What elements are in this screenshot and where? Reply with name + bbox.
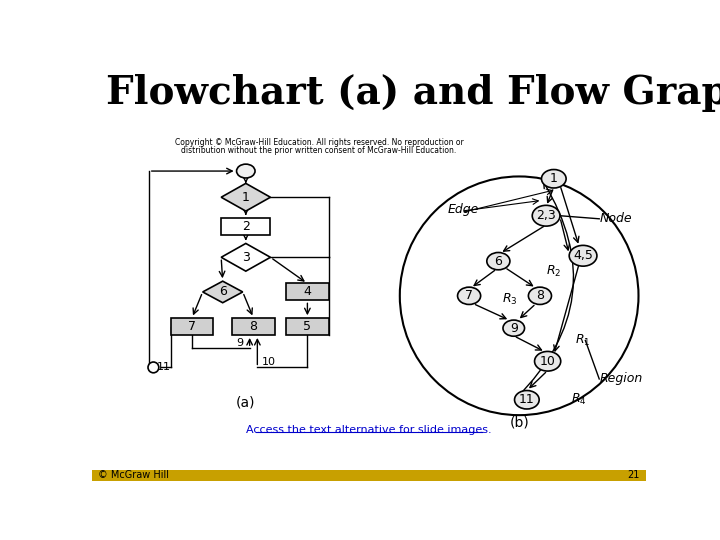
Bar [221, 218, 271, 235]
Text: 10: 10 [540, 355, 556, 368]
Text: $R_4$: $R_4$ [571, 392, 586, 407]
Text: 2: 2 [242, 220, 250, 233]
Ellipse shape [541, 170, 566, 188]
Ellipse shape [237, 164, 255, 178]
Text: (b): (b) [509, 415, 529, 429]
Ellipse shape [148, 362, 159, 373]
Text: Node: Node [600, 212, 633, 225]
Ellipse shape [570, 245, 597, 266]
Ellipse shape [515, 390, 539, 409]
Bar [92, 470, 647, 481]
Polygon shape [221, 244, 271, 271]
Ellipse shape [487, 253, 510, 270]
Bar [287, 284, 328, 300]
Text: 7: 7 [188, 320, 196, 333]
Text: 9: 9 [510, 322, 518, 335]
Bar [287, 318, 328, 335]
Text: 4,5: 4,5 [573, 249, 593, 262]
Text: 8: 8 [250, 320, 258, 333]
Ellipse shape [457, 287, 481, 305]
Text: Flowchart (a) and Flow Graph (b): Flowchart (a) and Flow Graph (b) [106, 74, 720, 112]
Ellipse shape [534, 352, 561, 371]
Text: Copyright © McGraw-Hill Education. All rights reserved. No reproduction or: Copyright © McGraw-Hill Education. All r… [174, 138, 464, 147]
Text: 6: 6 [495, 255, 503, 268]
Text: $R_1$: $R_1$ [575, 333, 591, 348]
Bar [171, 318, 213, 335]
Text: $R_2$: $R_2$ [546, 264, 562, 279]
Text: Access the text alternative for slide images.: Access the text alternative for slide im… [246, 425, 492, 435]
Text: (a): (a) [236, 396, 256, 410]
Text: 8: 8 [536, 289, 544, 302]
Text: 3: 3 [242, 251, 250, 264]
Text: 1: 1 [550, 172, 558, 185]
Text: 21: 21 [628, 470, 640, 480]
Polygon shape [203, 281, 243, 303]
Ellipse shape [528, 287, 552, 305]
Ellipse shape [532, 205, 560, 226]
Ellipse shape [503, 320, 525, 336]
Polygon shape [221, 184, 271, 211]
Text: $R_3$: $R_3$ [502, 292, 518, 307]
Text: 5: 5 [303, 320, 311, 333]
Text: 1: 1 [242, 191, 250, 204]
Text: 9: 9 [236, 338, 243, 348]
Text: 11: 11 [519, 393, 535, 406]
Text: © McGraw Hill: © McGraw Hill [98, 470, 169, 480]
Text: distribution without the prior written consent of McGraw-Hill Education.: distribution without the prior written c… [181, 146, 456, 156]
Bar [233, 318, 274, 335]
Text: 2,3: 2,3 [536, 209, 556, 222]
Text: 7: 7 [465, 289, 473, 302]
Text: 4: 4 [303, 286, 311, 299]
Text: 11: 11 [156, 362, 171, 372]
Text: Region: Region [600, 373, 643, 386]
Text: 10: 10 [262, 357, 276, 367]
Text: Edge: Edge [448, 203, 479, 216]
Text: 6: 6 [219, 286, 227, 299]
